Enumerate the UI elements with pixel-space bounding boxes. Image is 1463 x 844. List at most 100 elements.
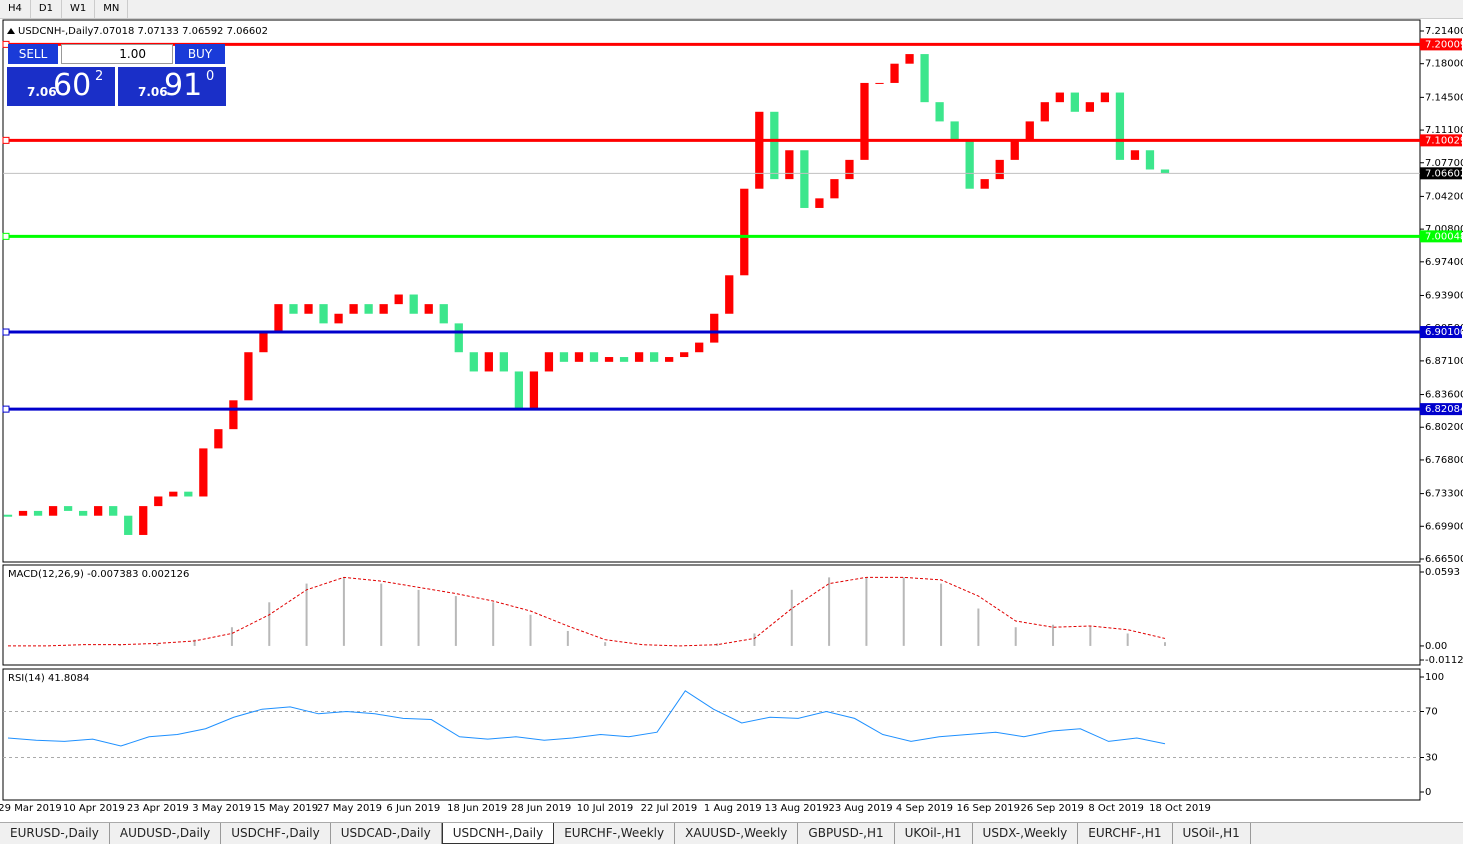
price-label: 7.11100 xyxy=(1425,125,1463,136)
chart-tab[interactable]: USDX-,Weekly xyxy=(973,823,1079,844)
buy-button[interactable]: BUY xyxy=(175,44,225,64)
candle xyxy=(830,179,839,199)
ask-big: 7.06 xyxy=(138,85,168,99)
chart-tab[interactable]: XAUUSD-,Weekly xyxy=(675,823,799,844)
ohlc-header: 7.07018 7.07133 7.06592 7.06602 xyxy=(93,26,268,37)
timeframe-button[interactable]: MN xyxy=(95,0,129,18)
rsi-title: RSI(14) 41.8084 xyxy=(8,673,89,684)
candle xyxy=(184,491,193,497)
timeframe-button[interactable]: W1 xyxy=(62,0,96,18)
timeframe-button[interactable]: D1 xyxy=(31,0,62,18)
level-label: 6.90100 xyxy=(1425,327,1463,338)
chart-tab[interactable]: USDCNH-,Daily xyxy=(441,823,555,844)
macd-tick-label: -0.011289 xyxy=(1425,655,1463,666)
macd-tick-label: 0.00 xyxy=(1425,641,1447,652)
chart-tab[interactable]: EURCHF-,Weekly xyxy=(554,823,676,844)
candle xyxy=(94,506,103,516)
candle xyxy=(980,179,989,189)
rsi-tick-label: 30 xyxy=(1425,753,1438,764)
level-label: 6.82084 xyxy=(1425,404,1463,415)
candle xyxy=(394,294,403,305)
level-handle xyxy=(2,136,10,144)
candle xyxy=(755,111,764,189)
candle xyxy=(1160,169,1170,174)
date-label: 18 Jun 2019 xyxy=(447,803,507,814)
current-price-label: 7.06602 xyxy=(1425,168,1463,179)
chart-tab[interactable]: EURCHF-,H1 xyxy=(1078,823,1173,844)
candle xyxy=(424,304,433,314)
date-label: 10 Apr 2019 xyxy=(63,803,125,814)
chart-tab[interactable]: EURUSD-,Daily xyxy=(0,823,110,844)
level-label-bg xyxy=(1420,403,1462,416)
date-label: 26 Sep 2019 xyxy=(1021,803,1084,814)
date-label: 16 Sep 2019 xyxy=(957,803,1020,814)
price-label: 6.97400 xyxy=(1425,257,1463,268)
candle xyxy=(1025,121,1034,141)
candle xyxy=(965,140,974,189)
date-label: 10 Jul 2019 xyxy=(577,803,634,814)
rsi-tick-label: 0 xyxy=(1425,787,1431,798)
bid-price[interactable]: 7.06 60 2 xyxy=(7,67,115,106)
level-label: 7.00048 xyxy=(1425,231,1463,242)
candle xyxy=(920,54,929,103)
date-label: 15 May 2019 xyxy=(253,803,318,814)
candle xyxy=(63,506,73,511)
candle xyxy=(890,63,899,83)
candle xyxy=(48,506,58,516)
candle xyxy=(78,510,88,516)
candle xyxy=(199,448,208,497)
price-label: 6.76800 xyxy=(1425,455,1463,466)
rsi-line xyxy=(7,690,1166,747)
candle xyxy=(905,54,914,64)
chart-tab[interactable]: AUDUSD-,Daily xyxy=(110,823,222,844)
candle xyxy=(169,491,178,497)
price-label: 6.66500 xyxy=(1425,554,1463,565)
price-label: 6.73300 xyxy=(1425,489,1463,500)
ask-pips: 91 xyxy=(164,68,203,103)
candle xyxy=(785,150,794,180)
price-label: 6.83600 xyxy=(1425,390,1463,401)
chart-tab[interactable]: USDCHF-,Daily xyxy=(221,823,331,844)
ask-price[interactable]: 7.06 91 0 xyxy=(118,67,226,106)
lot-value: 1.00 xyxy=(119,47,146,61)
chart-title: USDCNH-,Daily xyxy=(18,26,94,37)
level-label-bg xyxy=(1420,326,1462,339)
date-label: 22 Jul 2019 xyxy=(641,803,698,814)
chart-tab[interactable]: USDCAD-,Daily xyxy=(331,823,442,844)
bid-big: 7.06 xyxy=(27,85,57,99)
timeframe-toolbar: H4 D1 W1 MN xyxy=(0,0,1463,19)
date-label: 28 Jun 2019 xyxy=(511,803,571,814)
candle xyxy=(499,352,508,372)
timeframe-button[interactable]: H4 xyxy=(0,0,31,18)
candle xyxy=(289,304,298,314)
candle xyxy=(124,515,133,535)
chart: USDCNH-,Daily 7.07018 7.07133 7.06592 7.… xyxy=(0,19,1463,814)
level-label: 7.20009 xyxy=(1425,39,1463,50)
date-label: 23 Apr 2019 xyxy=(127,803,189,814)
collapse-icon[interactable] xyxy=(7,28,15,34)
candle xyxy=(304,304,313,314)
chart-tab[interactable]: USOil-,H1 xyxy=(1173,823,1251,844)
candle xyxy=(695,342,704,353)
date-label: 29 Mar 2019 xyxy=(0,803,62,814)
candle xyxy=(649,352,659,362)
rsi-panel xyxy=(2,668,1421,801)
candle xyxy=(349,304,358,314)
candle xyxy=(665,357,674,362)
lot-input[interactable]: 1.00 xyxy=(61,44,173,64)
candle xyxy=(274,304,283,333)
price-label: 7.21400 xyxy=(1425,26,1463,37)
level-label-bg xyxy=(1420,134,1462,147)
candle xyxy=(454,323,463,353)
chart-tab[interactable]: GBPUSD-,H1 xyxy=(798,823,895,844)
sell-button[interactable]: SELL xyxy=(8,44,58,64)
candle xyxy=(845,159,854,180)
candle xyxy=(214,429,223,449)
candle xyxy=(740,188,749,276)
date-label: 27 May 2019 xyxy=(317,803,382,814)
chart-tab[interactable]: UKOil-,H1 xyxy=(895,823,973,844)
candle xyxy=(935,102,944,122)
one-click-trading: SELL 1.00 BUY 7.06 60 2 7.06 91 0 xyxy=(7,42,226,107)
candle xyxy=(259,332,268,353)
